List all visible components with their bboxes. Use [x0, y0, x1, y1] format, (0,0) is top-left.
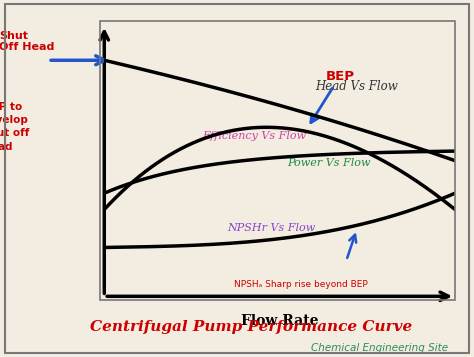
Text: BHP to
develop
Shut off
Head: BHP to develop Shut off Head — [0, 102, 29, 151]
Text: BEP: BEP — [311, 70, 354, 123]
Text: Chemical Engineering Site: Chemical Engineering Site — [310, 343, 448, 353]
Text: NPSHₐ Sharp rise beyond BEP: NPSHₐ Sharp rise beyond BEP — [234, 280, 368, 288]
Text: NPSHr Vs Flow: NPSHr Vs Flow — [227, 223, 315, 233]
Text: Power Vs Flow: Power Vs Flow — [287, 158, 370, 168]
Text: Shut
Off Head: Shut Off Head — [0, 30, 55, 52]
Text: Centrifugal Pump Performance Curve: Centrifugal Pump Performance Curve — [90, 320, 412, 334]
Text: Flow Rate: Flow Rate — [241, 314, 319, 328]
Text: Efficiency Vs Flow: Efficiency Vs Flow — [202, 131, 307, 141]
Text: Head Vs Flow: Head Vs Flow — [315, 80, 398, 93]
